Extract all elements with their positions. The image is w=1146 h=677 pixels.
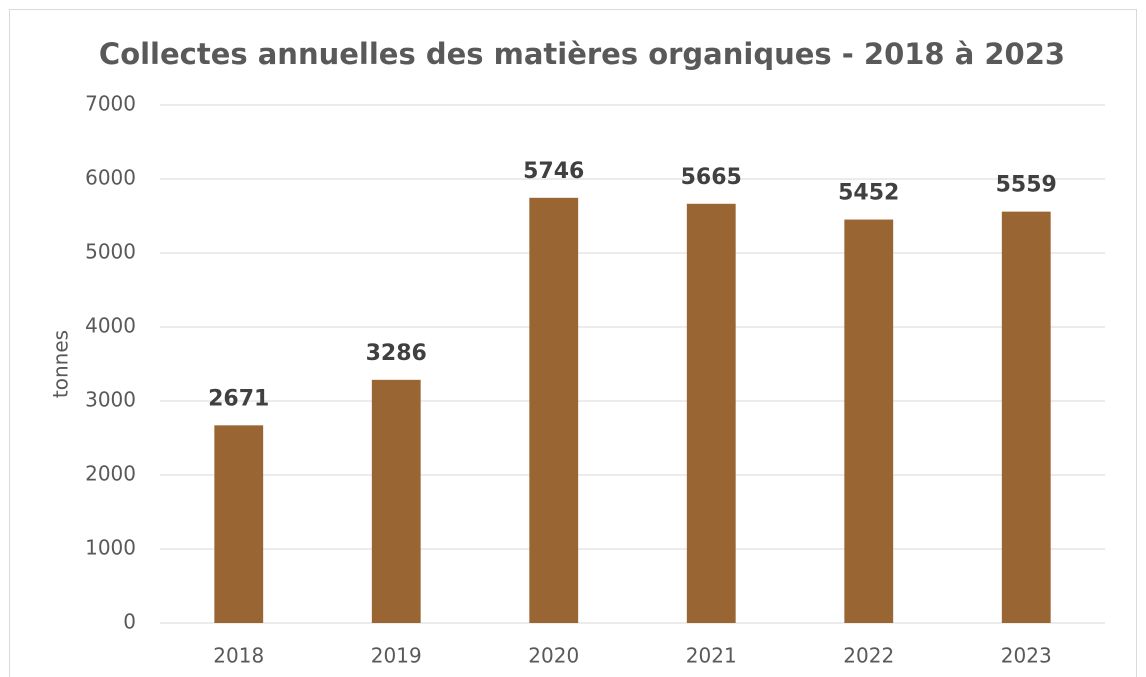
y-tick-label: 4000 xyxy=(85,314,136,338)
y-tick-label: 3000 xyxy=(85,388,136,412)
chart-border xyxy=(9,9,1137,677)
x-tick-label: 2023 xyxy=(1001,644,1052,668)
x-tick-label: 2020 xyxy=(528,644,579,668)
y-tick-label: 5000 xyxy=(85,240,136,264)
data-label: 5452 xyxy=(838,181,899,206)
y-tick-label: 1000 xyxy=(85,536,136,560)
data-label: 5665 xyxy=(681,165,742,190)
y-tick-label: 0 xyxy=(123,610,136,634)
x-tick-label: 2021 xyxy=(686,644,737,668)
y-tick-label: 7000 xyxy=(85,92,136,116)
y-axis-label: tonnes xyxy=(49,330,73,398)
bar xyxy=(1001,211,1051,623)
bar xyxy=(529,197,579,623)
x-tick-label: 2019 xyxy=(371,644,422,668)
data-label: 5559 xyxy=(996,173,1057,198)
bar xyxy=(844,219,894,623)
y-tick-label: 6000 xyxy=(85,166,136,190)
data-label: 2671 xyxy=(208,386,269,411)
data-label: 3286 xyxy=(366,341,427,366)
bar xyxy=(214,425,264,623)
x-tick-label: 2022 xyxy=(843,644,894,668)
chart-title: Collectes annuelles des matières organiq… xyxy=(99,37,1065,71)
x-tick-label: 2018 xyxy=(213,644,264,668)
data-label: 5746 xyxy=(523,159,584,184)
y-tick-label: 2000 xyxy=(85,462,136,486)
bar xyxy=(686,203,736,624)
bar xyxy=(371,379,421,623)
